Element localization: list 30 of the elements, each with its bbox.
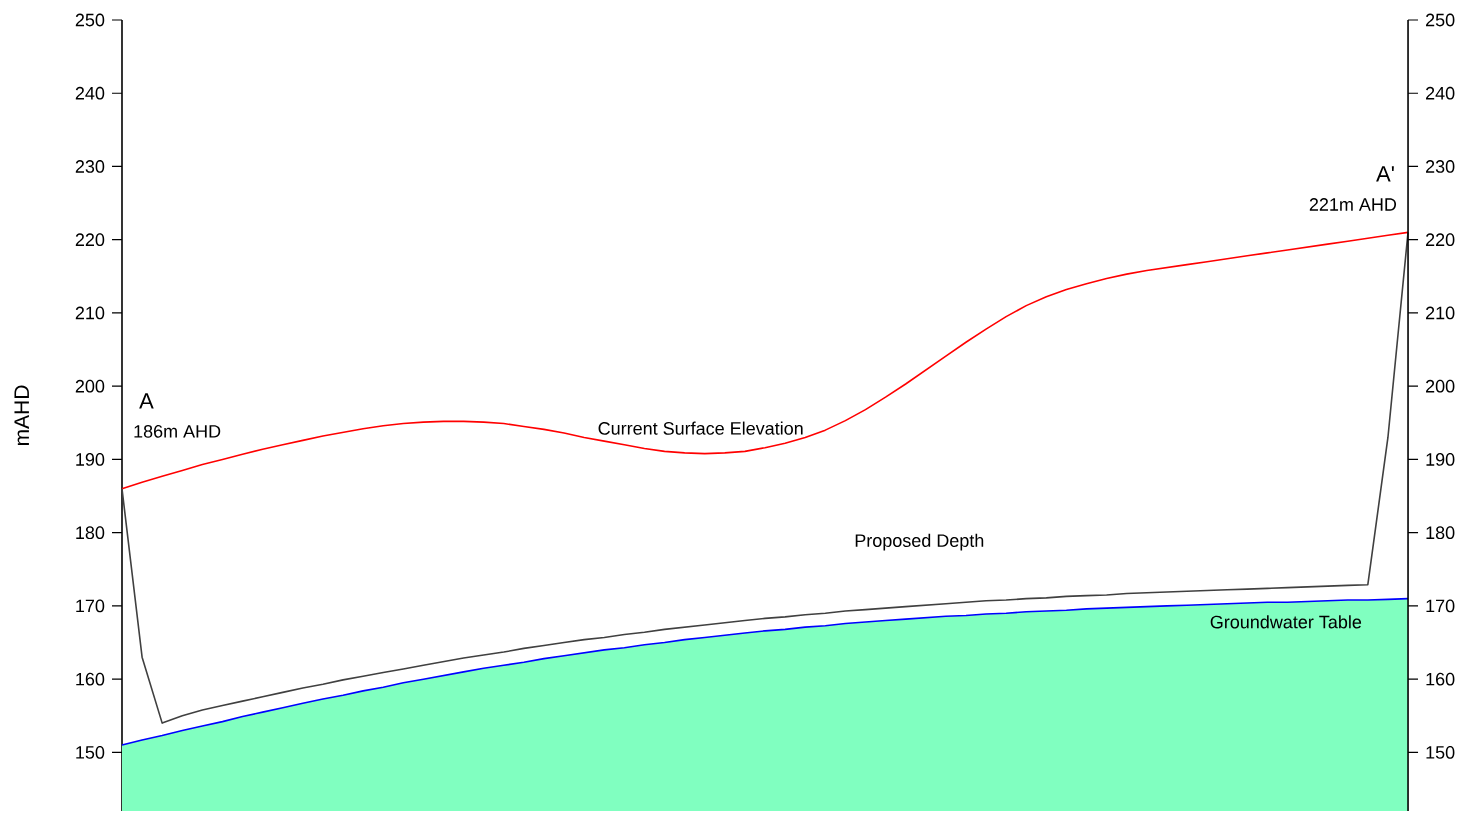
y2-tick-label: 230 [1426, 160, 1455, 173]
series-label: Groundwater Table [1210, 615, 1362, 629]
annotation: 221m AHD [1309, 198, 1397, 211]
y-tick-label: 150 [76, 746, 105, 759]
y-tick-label: 160 [76, 672, 105, 686]
y2-tick-label: 210 [1426, 306, 1455, 320]
y-tick-label: 180 [76, 526, 105, 540]
y-tick-label: 210 [75, 306, 105, 320]
y-tick-label: 250 [75, 13, 105, 27]
annotation: A' [1376, 166, 1394, 182]
y-tick-label: 220 [75, 233, 105, 247]
text: Proposed Depth [855, 533, 984, 551]
y-tick-label: 230 [75, 160, 105, 173]
y-tick-label: 170 [76, 599, 105, 613]
y2-tick-label: 150 [1426, 746, 1455, 759]
y2-tick-label: 200 [1426, 379, 1455, 393]
y-axis-title: mAHD [14, 385, 29, 446]
series-label: Current Surface Elevation [598, 421, 803, 435]
y2-tick-label: 240 [1426, 86, 1455, 100]
annotation: 186m AHD [134, 424, 221, 438]
y2-tick-label: 170 [1426, 599, 1455, 613]
y2-tick-label: 190 [1426, 453, 1455, 466]
y2-tick-label: 250 [1426, 13, 1455, 27]
y-tick-label: 190 [76, 453, 105, 466]
annotation: A [139, 393, 154, 409]
y2-tick-label: 160 [1426, 672, 1455, 686]
y2-tick-label: 220 [1426, 233, 1455, 247]
y-tick-label: 200 [75, 379, 105, 393]
y-tick-label: 240 [75, 86, 105, 100]
y2-tick-label: 180 [1426, 526, 1455, 540]
